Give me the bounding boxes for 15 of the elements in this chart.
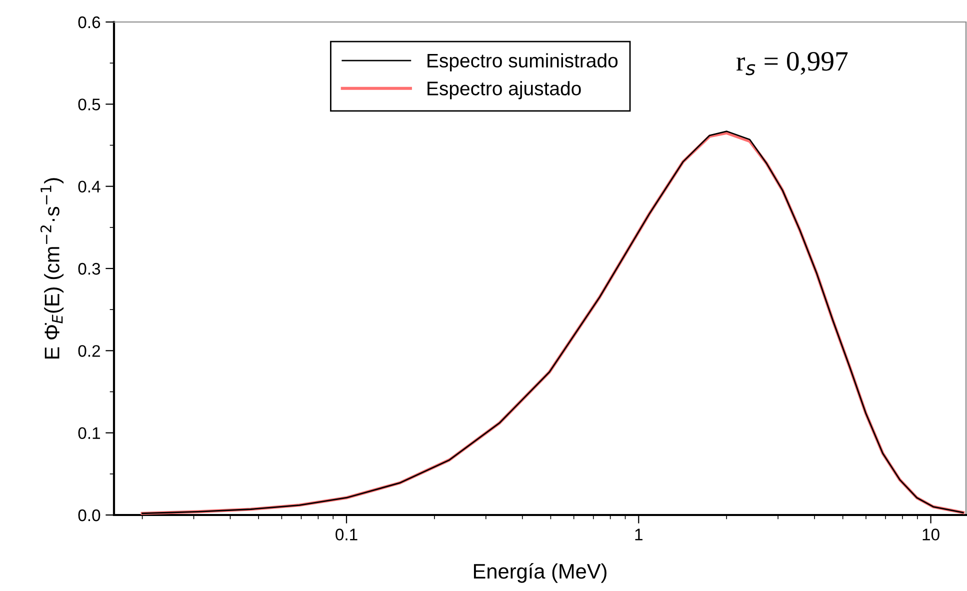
y-tick-label: 0.1 bbox=[78, 427, 100, 440]
y-tick-label: 0.3 bbox=[78, 262, 100, 275]
legend-label: Espectro suministrado bbox=[428, 53, 618, 72]
y-tick-label: 0.2 bbox=[78, 345, 100, 357]
x-tick-label: 1 bbox=[635, 528, 642, 540]
x-tick-label: 0.1 bbox=[336, 528, 358, 540]
y-axis-title: E Φ̇$_{E}$(E) (cm$^{−2}$·s$^{−1}$) bbox=[40, 178, 64, 359]
y-tick-label: 0.6 bbox=[78, 16, 100, 28]
x-tick-label: 10 bbox=[922, 528, 940, 540]
y-tick-label: 0.4 bbox=[78, 180, 100, 193]
annotation: r$_{s}$ = 0,997 bbox=[736, 52, 848, 76]
x-axis-title: Energía (MeV) bbox=[474, 563, 606, 583]
y-tick-label: 0.5 bbox=[78, 98, 100, 110]
y-tick-label: 0.0 bbox=[78, 509, 100, 522]
legend-label: Espectro ajustado bbox=[428, 81, 581, 100]
